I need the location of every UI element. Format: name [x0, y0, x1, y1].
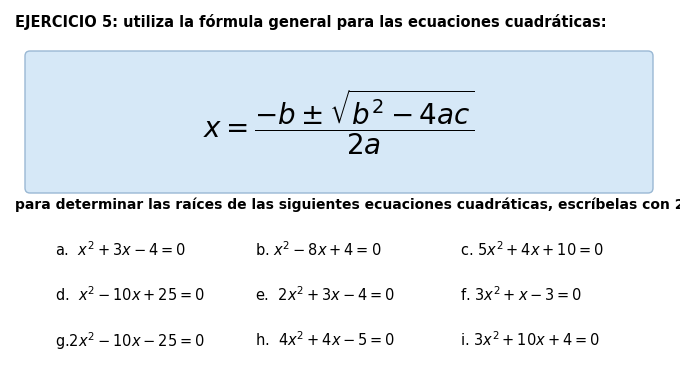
Text: $x = \dfrac{-b \pm \sqrt{b^2 - 4ac}}{2a}$: $x = \dfrac{-b \pm \sqrt{b^2 - 4ac}}{2a}…	[203, 87, 475, 157]
Text: b. $x^2 - 8x + 4 = 0$: b. $x^2 - 8x + 4 = 0$	[255, 240, 381, 259]
Text: d.  $x^2 - 10x + 25 = 0$: d. $x^2 - 10x + 25 = 0$	[55, 285, 205, 304]
Text: h.  $4x^2 + 4x - 5 = 0$: h. $4x^2 + 4x - 5 = 0$	[255, 330, 395, 349]
FancyBboxPatch shape	[25, 51, 653, 193]
Text: g.$2x^2 - 10x - 25 = 0$: g.$2x^2 - 10x - 25 = 0$	[55, 330, 205, 352]
Text: para determinar las raíces de las siguientes ecuaciones cuadráticas, escríbelas : para determinar las raíces de las siguie…	[15, 198, 680, 212]
Text: c. $5x^2 + 4x + 10 = 0$: c. $5x^2 + 4x + 10 = 0$	[460, 240, 604, 259]
Text: f. $3x^2 + x - 3 = 0$: f. $3x^2 + x - 3 = 0$	[460, 285, 582, 304]
Text: a.  $x^2 + 3x - 4 = 0$: a. $x^2 + 3x - 4 = 0$	[55, 240, 186, 259]
Text: EJERCICIO 5: utiliza la fórmula general para las ecuaciones cuadráticas:: EJERCICIO 5: utiliza la fórmula general …	[15, 14, 607, 30]
Text: i. $3x^2 + 10x + 4 = 0$: i. $3x^2 + 10x + 4 = 0$	[460, 330, 600, 349]
Text: e.  $2x^2 + 3x - 4 = 0$: e. $2x^2 + 3x - 4 = 0$	[255, 285, 395, 304]
